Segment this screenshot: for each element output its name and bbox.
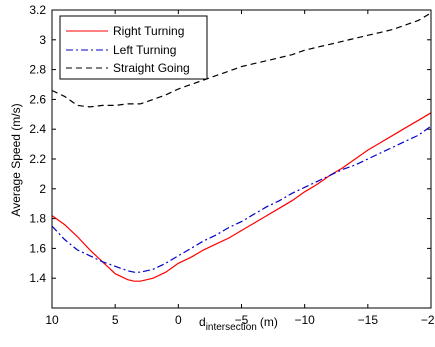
series-layer <box>51 12 432 282</box>
x-tick-label: −15 <box>358 313 379 327</box>
y-tick-label: 3 <box>39 33 46 47</box>
legend-label-straight-going: Straight Going <box>113 61 190 75</box>
series-line-right-turning <box>51 112 432 282</box>
x-axis-ticks: 10 5 0 −5 −10 −15 −20 <box>45 10 435 327</box>
y-tick-label: 3.2 <box>29 3 46 17</box>
x-tick-label: −5 <box>235 313 249 327</box>
series-line-left-turning <box>51 125 432 273</box>
legend-label-left-turning: Left Turning <box>113 43 176 57</box>
y-tick-label: 2 <box>39 182 46 196</box>
x-axis-title-subscript: intersection <box>206 322 257 333</box>
y-axis-title: Average Speed (m/s) <box>9 103 23 216</box>
y-tick-label: 2.2 <box>29 152 46 166</box>
x-tick-label: −10 <box>294 313 315 327</box>
x-axis-title-main: d <box>199 315 206 329</box>
legend-label-right-turning: Right Turning <box>113 24 184 38</box>
x-tick-label: −20 <box>421 313 435 327</box>
y-tick-label: 1.6 <box>29 241 46 255</box>
x-tick-label: 5 <box>112 313 119 327</box>
y-tick-label: 1.4 <box>29 271 46 285</box>
y-tick-label: 2.8 <box>29 63 46 77</box>
legend: Right Turning Left Turning Straight Goin… <box>59 15 208 80</box>
series-line-straight-going <box>51 12 432 108</box>
x-tick-label: 10 <box>45 313 59 327</box>
x-axis-title: dintersection (m) <box>199 315 278 333</box>
y-axis-ticks: 1.4 1.6 1.8 2 2.2 2.4 2.6 2.8 3 3.2 <box>29 3 431 285</box>
y-tick-label: 1.8 <box>29 212 46 226</box>
y-tick-label: 2.6 <box>29 92 46 106</box>
legend-box <box>59 15 208 80</box>
x-tick-label: 0 <box>175 313 182 327</box>
y-tick-label: 2.4 <box>29 122 46 136</box>
plot-frame <box>51 9 432 309</box>
x-axis-title-unit: (m) <box>260 315 278 329</box>
